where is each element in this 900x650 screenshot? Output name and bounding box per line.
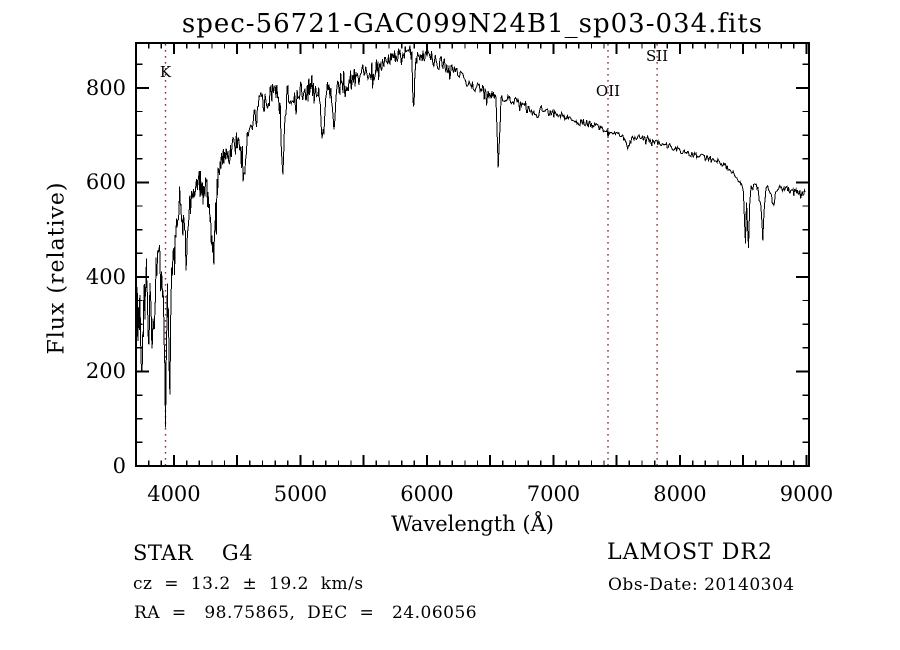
radial-velocity-text: cz = 13.2 ± 19.2 km/s (133, 574, 364, 594)
x-axis-title: Wavelength (Å) (391, 512, 554, 536)
obs-date-text: Obs-Date: 20140304 (608, 575, 795, 595)
y-tick-label: 400 (85, 264, 126, 289)
axes-frame (135, 42, 810, 467)
spectral-line-label-SII: SII (645, 47, 669, 65)
x-tick-label: 9000 (779, 482, 834, 506)
plot-title: spec-56721-GAC099N24B1_sp03-034.fits (181, 9, 764, 39)
x-tick-label: 6000 (400, 482, 454, 506)
x-tick-label: 7000 (526, 482, 581, 506)
classification-text: STAR G4 (133, 541, 254, 565)
x-tick-label: 8000 (653, 482, 707, 506)
axis-ticks (135, 43, 809, 466)
y-tick-label: 200 (85, 359, 126, 384)
x-tick-label: 5000 (273, 482, 328, 506)
x-tick-label: 4000 (147, 482, 201, 506)
spectrum-line (135, 45, 806, 428)
survey-name-text: LAMOST DR2 (607, 540, 773, 565)
spectral-line-label-OII: OII (595, 82, 621, 100)
y-tick-label: 600 (85, 170, 126, 195)
y-tick-label: 800 (85, 75, 126, 100)
y-tick-label: 0 (112, 454, 126, 478)
spectral-line-label-K: K (159, 63, 172, 81)
coordinates-text: RA = 98.75865, DEC = 24.06056 (134, 603, 478, 623)
